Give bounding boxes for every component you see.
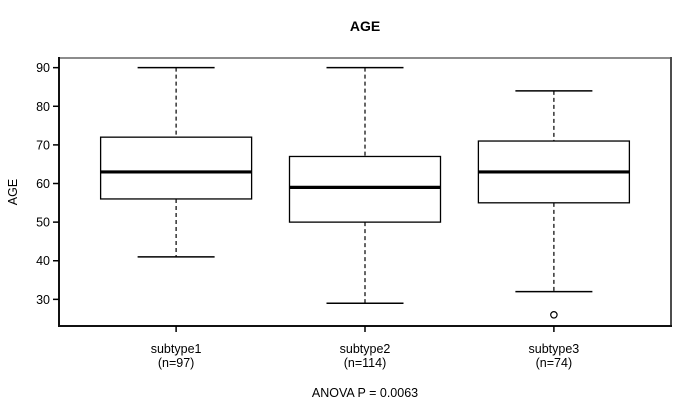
y-tick-label: 90: [36, 61, 50, 75]
y-tick-label: 80: [36, 100, 50, 114]
iqr-box: [288, 155, 442, 223]
x-category-sublabel: (n=74): [536, 356, 572, 370]
y-tick-label: 60: [36, 177, 50, 191]
x-category-label: subtype1: [151, 342, 202, 356]
x-axis: subtype1(n=97) subtype2(n=114) subtype3(n=…: [151, 326, 580, 370]
anova-annotation: ANOVA P = 0.0063: [312, 386, 418, 400]
y-tick-label: 30: [36, 293, 50, 307]
x-category-sublabel: (n=114): [344, 356, 387, 370]
y-tick-label: 40: [36, 254, 50, 268]
x-category-label: subtype2: [340, 342, 391, 356]
chart-title: AGE: [350, 18, 380, 34]
x-category-sublabel: (n=97): [158, 356, 194, 370]
outlier-point: [550, 311, 558, 319]
boxplot-box-subtype3: [477, 90, 631, 319]
boxplot-box-subtype1: [99, 66, 253, 258]
x-category-label: subtype3: [529, 342, 580, 356]
y-axis: 30 40 50 60 70 80 90: [36, 61, 59, 307]
iqr-box: [99, 136, 253, 200]
y-axis-label: AGE: [6, 179, 20, 205]
y-tick-label: 70: [36, 138, 50, 152]
boxplot-box-subtype2: [288, 66, 442, 304]
plot-area: 30 40 50 60 70 80 90 subtype1(n=97) subtype2(n=1…: [36, 57, 672, 370]
y-tick-label: 50: [36, 216, 50, 230]
